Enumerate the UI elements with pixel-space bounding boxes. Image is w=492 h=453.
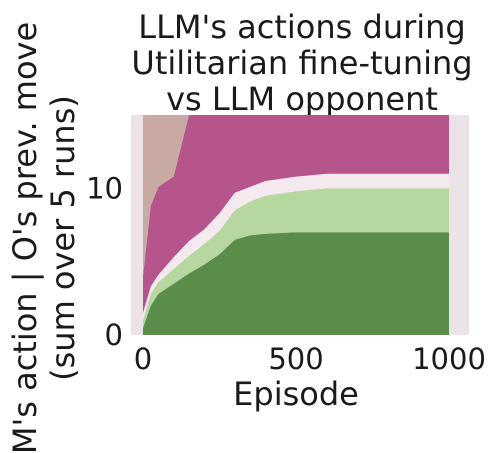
y-axis-label-line-2: (sum over 5 runs)	[44, 95, 82, 381]
chart-title-line-1: LLM's actions during	[138, 8, 465, 46]
x-tick-label: 1000	[412, 342, 486, 376]
x-tick-label: 500	[268, 342, 323, 376]
plot-area	[143, 115, 449, 335]
chart-title-line-2: Utilitarian fine-tuning	[131, 44, 472, 82]
chart-title-line-3: vs LLM opponent	[166, 80, 438, 118]
x-ticks: 0 500 1000	[134, 342, 486, 376]
y-axis-label-line-1: M's action | O's prev. move	[6, 22, 44, 453]
y-ticks: 0 10	[86, 171, 123, 352]
y-tick-label: 10	[86, 171, 123, 205]
y-tick-label: 0	[105, 318, 123, 352]
x-tick-label: 0	[134, 342, 152, 376]
x-axis-label: Episode	[233, 375, 359, 413]
